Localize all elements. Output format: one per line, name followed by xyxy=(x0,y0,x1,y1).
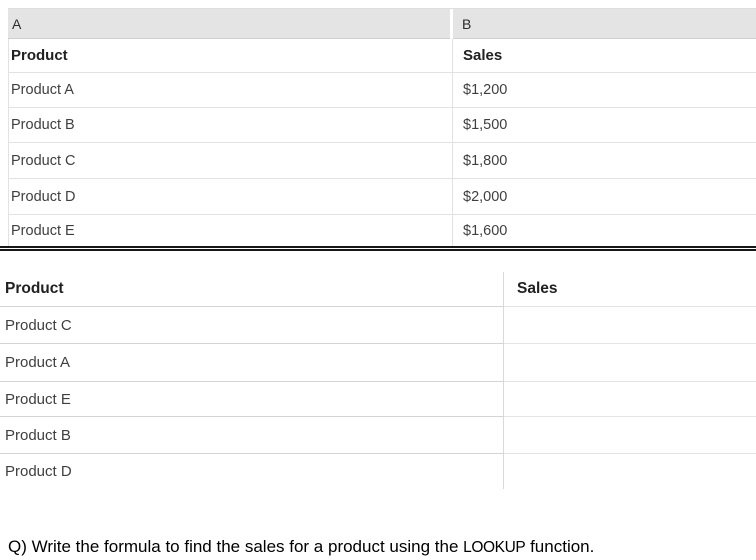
table-row: Product A $1,200 xyxy=(9,73,756,108)
product-cell: Product A xyxy=(0,344,504,382)
table1-column-header-row: A B xyxy=(8,8,756,39)
source-sales-table: Product Sales Product A $1,200 Product B… xyxy=(8,39,756,246)
product-cell: Product D xyxy=(9,179,453,214)
column-header-divider xyxy=(450,9,453,39)
table1-sales-header: Sales xyxy=(463,47,503,64)
table-row: Product D $2,000 xyxy=(9,179,756,215)
sales-cell: $1,500 xyxy=(463,117,508,133)
table-row: Product A xyxy=(0,344,756,382)
sales-cell-empty xyxy=(504,307,756,344)
sales-cell: $1,600 xyxy=(463,222,508,239)
question-prefix: Q) Write the formula to find the sales f… xyxy=(8,537,464,556)
sales-cell: $1,200 xyxy=(463,82,508,98)
separator-double-border xyxy=(0,246,756,251)
table2-header-row: Product Sales xyxy=(0,272,756,307)
product-cell: Product B xyxy=(9,108,453,142)
product-cell: Product E xyxy=(0,382,504,417)
table1-header-row: Product Sales xyxy=(9,39,756,73)
table-row: Product E xyxy=(0,382,756,417)
question-suffix: function. xyxy=(525,537,595,556)
table2-product-header: Product xyxy=(0,272,504,307)
sales-cell-empty xyxy=(504,382,756,417)
table-row: Product D xyxy=(0,454,756,489)
table-row: Product E $1,600 xyxy=(9,215,756,246)
table2-sales-header: Sales xyxy=(504,272,756,307)
column-header-b: B xyxy=(453,9,756,39)
lookup-result-table: Product Sales Product C Product A Produc… xyxy=(0,272,756,489)
product-cell: Product D xyxy=(0,454,504,489)
product-cell: Product C xyxy=(0,307,504,344)
question-text: Q) Write the formula to find the sales f… xyxy=(8,536,748,559)
table1-product-header: Product xyxy=(9,39,453,72)
table-row: Product B $1,500 xyxy=(9,108,756,143)
product-cell: Product B xyxy=(0,417,504,454)
sales-cell: $1,800 xyxy=(463,152,508,169)
sales-cell-empty xyxy=(504,454,756,489)
sales-cell-empty xyxy=(504,344,756,382)
product-cell: Product C xyxy=(9,143,453,178)
table-row: Product B xyxy=(0,417,756,454)
table-row: Product C $1,800 xyxy=(9,143,756,179)
sales-cell: $2,000 xyxy=(463,188,508,205)
column-header-a: A xyxy=(8,9,450,39)
product-cell: Product E xyxy=(9,215,453,246)
table-row: Product C xyxy=(0,307,756,344)
sales-cell-empty xyxy=(504,417,756,454)
product-cell: Product A xyxy=(9,73,453,107)
lookup-function-keyword: LOOKUP xyxy=(463,539,526,556)
